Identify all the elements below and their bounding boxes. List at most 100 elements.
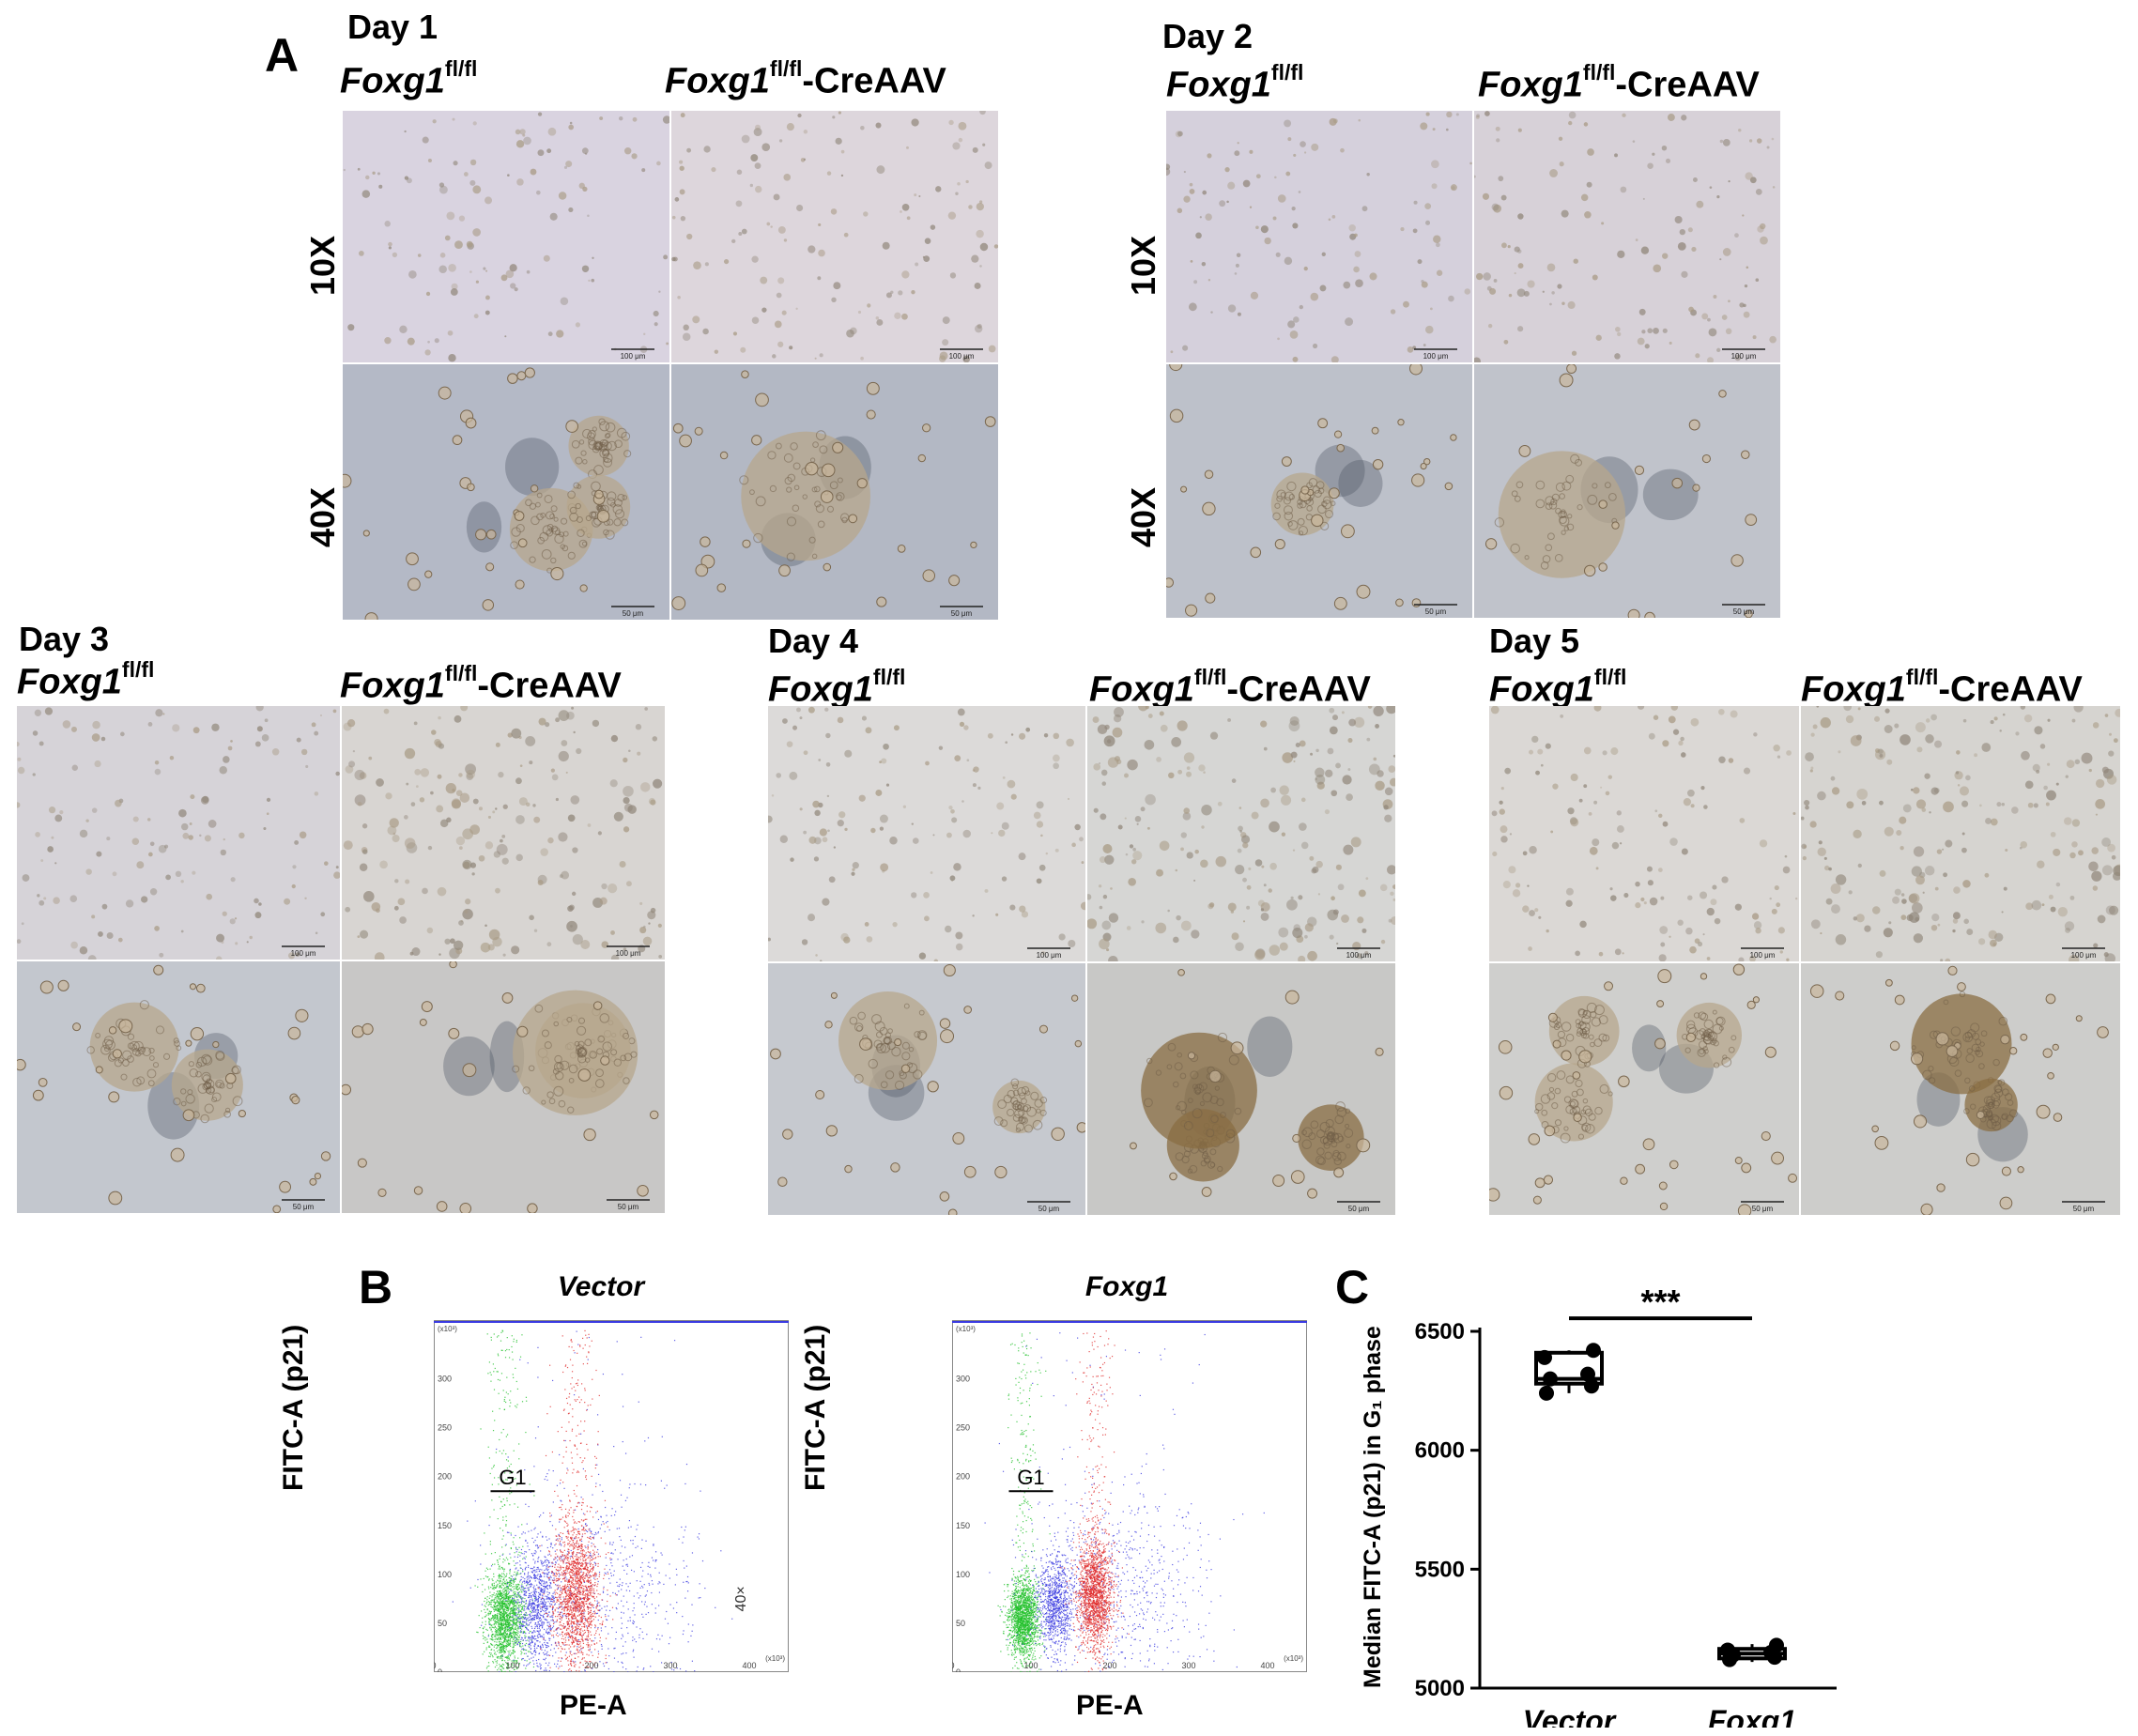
day-5-label: Day 5	[1489, 622, 1580, 660]
genotype-gene: Foxg1	[1489, 669, 1594, 710]
box-plot: 5000 5500 6000 6500 Vector Foxg1 ***	[1408, 1283, 1859, 1736]
flow-y-tick: 50	[438, 1619, 447, 1628]
genotype-gene: Foxg1	[1166, 65, 1271, 105]
day-4-genotype-control: Foxg1fl/fl	[768, 665, 905, 711]
genotype-gene: Foxg1	[1801, 669, 1906, 710]
genotype-gene: Foxg1	[768, 669, 873, 710]
box-data-point	[1586, 1343, 1601, 1359]
box-data-point	[1580, 1366, 1595, 1382]
scale-bar-label: 100 μm	[1423, 352, 1449, 361]
gate-g1-label: G1	[1017, 1466, 1044, 1489]
scale-bar-label: 100 μm	[1346, 951, 1372, 960]
day-2-genotype-cre: Foxg1fl/fl-CreAAV	[1478, 60, 1760, 106]
day-5-genotype-control: Foxg1fl/fl	[1489, 665, 1627, 711]
genotype-allele: fl/fl	[1270, 60, 1304, 84]
micrograph-day3-cre-40x: 50 μm	[342, 961, 665, 1213]
micrograph-texture: 50 μm	[343, 367, 654, 620]
genotype-allele: fl/fl	[1593, 665, 1627, 689]
genotype-suffix: -CreAAV	[1938, 669, 2083, 710]
box-data-point	[1543, 1371, 1558, 1387]
flow-y-tick: 0	[956, 1667, 961, 1672]
flow-events	[452, 1329, 733, 1674]
box-foxg1	[1717, 1637, 1787, 1667]
box-plot-axes	[1470, 1328, 1837, 1690]
micrograph-texture: 50 μm	[1809, 965, 2109, 1215]
genotype-allele: fl/fl	[121, 657, 155, 682]
panel-c-letter: C	[1335, 1261, 1370, 1314]
flow-annotation: 40×	[733, 1586, 749, 1611]
day-1-mag-40x: 40X	[303, 486, 343, 548]
genotype-allele: fl/fl	[1905, 665, 1939, 689]
micrograph-texture: 100 μm	[17, 706, 340, 960]
box-vector	[1534, 1343, 1604, 1401]
flow-plot-foxg1-svg: 0 100 200 300 400 0 50 100 150 200 250 300 (x10³) (x1…	[949, 1320, 1307, 1677]
day-3-genotype-control: Foxg1fl/fl	[17, 657, 154, 703]
panel-a-letter: A	[265, 29, 300, 82]
flow-x-tick: 0	[434, 1661, 437, 1670]
micrograph-day2-control-40x: 50 μm	[1166, 364, 1472, 618]
flow-plot-vector-svg: 0 100 200 300 400 0 50 100 150 200 250 300 (x10³) (x1…	[431, 1320, 789, 1677]
scale-bar-label: 100 μm	[1037, 951, 1062, 960]
scale-bar-label: 50 μm	[1425, 607, 1447, 616]
micrograph-day2-cre-40x: 50 μm	[1474, 364, 1780, 618]
scale-bar-label: 50 μm	[1752, 1205, 1774, 1213]
flow-plot-foxg1-xlabel: PE-A	[1076, 1690, 1144, 1721]
day-4-genotype-cre: Foxg1fl/fl-CreAAV	[1089, 665, 1371, 711]
flow-y-tick: 300	[438, 1375, 452, 1384]
box-plot-x-tick: Foxg1	[1708, 1704, 1796, 1728]
genotype-gene: Foxg1	[340, 61, 445, 101]
micrograph-texture: 100 μm	[343, 706, 663, 960]
micrograph-texture: 100 μm	[1801, 706, 2120, 961]
micrograph-day3-control-40x: 50 μm	[17, 961, 340, 1213]
day-1-label: Day 1	[347, 8, 438, 46]
flow-x-tick: 0	[952, 1661, 955, 1670]
flow-y-tick: 250	[956, 1423, 970, 1433]
box-data-point	[1539, 1385, 1554, 1401]
flow-y-tick: 150	[956, 1521, 970, 1530]
flow-events	[984, 1330, 1265, 1674]
micrograph-texture: 50 μm	[17, 964, 331, 1213]
micrograph-day5-control-10x: 100 μm	[1489, 706, 1799, 961]
flow-x-tick: 400	[742, 1661, 756, 1670]
flow-y-multiplier: (x10³)	[438, 1325, 457, 1333]
micrograph-texture: 100 μm	[671, 111, 998, 362]
flow-y-tick: 100	[956, 1570, 970, 1579]
genotype-suffix: -CreAAV	[1226, 669, 1371, 710]
flow-plot-vector-xlabel: PE-A	[560, 1690, 627, 1721]
micrograph-texture: 50 μm	[770, 963, 1085, 1215]
flow-plot-vector: 0 100 200 300 400 0 50 100 150 200 250 300 (x10³) (x1…	[431, 1320, 789, 1677]
flow-plot-frame	[434, 1320, 789, 1672]
scale-bar-label: 100 μm	[1731, 352, 1757, 361]
micrograph-day4-cre-40x: 50 μm	[1087, 963, 1395, 1215]
flow-y-tick: 300	[956, 1375, 970, 1384]
scale-bar-label: 50 μm	[1038, 1205, 1060, 1213]
flow-plot-vector-title: Vector	[557, 1271, 645, 1302]
box-data-point	[1769, 1637, 1784, 1653]
flow-y-tick: 0	[438, 1667, 442, 1672]
day-1-genotype-control: Foxg1fl/fl	[340, 56, 477, 102]
flow-x-tick: 300	[663, 1661, 677, 1670]
genotype-allele: fl/fl	[1582, 60, 1616, 84]
micrograph-texture: 100 μm	[343, 112, 669, 362]
scale-bar-label: 100 μm	[1750, 951, 1776, 960]
box-plot-y-tick: 5500	[1415, 1557, 1465, 1582]
micrograph-texture: 50 μm	[1130, 968, 1384, 1213]
box-plot-ylabel: Median FITC-A (p21) in G₁ phase	[1360, 1326, 1386, 1688]
flow-y-tick: 200	[956, 1472, 970, 1482]
scale-bar-label: 50 μm	[618, 1203, 639, 1211]
scale-bar-label: 100 μm	[949, 352, 975, 361]
day-2-label: Day 2	[1162, 17, 1254, 55]
day-2-mag-10x: 10X	[1124, 235, 1163, 297]
box-plot-svg: 5000 5500 6000 6500 Vector Foxg1 ***	[1415, 1283, 1837, 1736]
micrograph-day4-control-40x: 50 μm	[768, 963, 1085, 1215]
genotype-gene: Foxg1	[17, 662, 122, 702]
flow-plot-vector-ylabel: FITC-A (p21)	[278, 1324, 309, 1491]
genotype-gene: Foxg1	[1478, 65, 1583, 105]
flow-x-tick: 100	[505, 1661, 519, 1670]
micrograph-day4-control-10x: 100 μm	[768, 706, 1085, 961]
scale-bar-label: 50 μm	[951, 609, 973, 618]
day-1-mag-10x: 10X	[303, 235, 343, 297]
day-3-genotype-cre: Foxg1fl/fl-CreAAV	[340, 661, 622, 707]
flow-plot-foxg1-ylabel: FITC-A (p21)	[800, 1324, 831, 1491]
micrograph-day2-cre-10x: 100 μm	[1474, 111, 1780, 362]
